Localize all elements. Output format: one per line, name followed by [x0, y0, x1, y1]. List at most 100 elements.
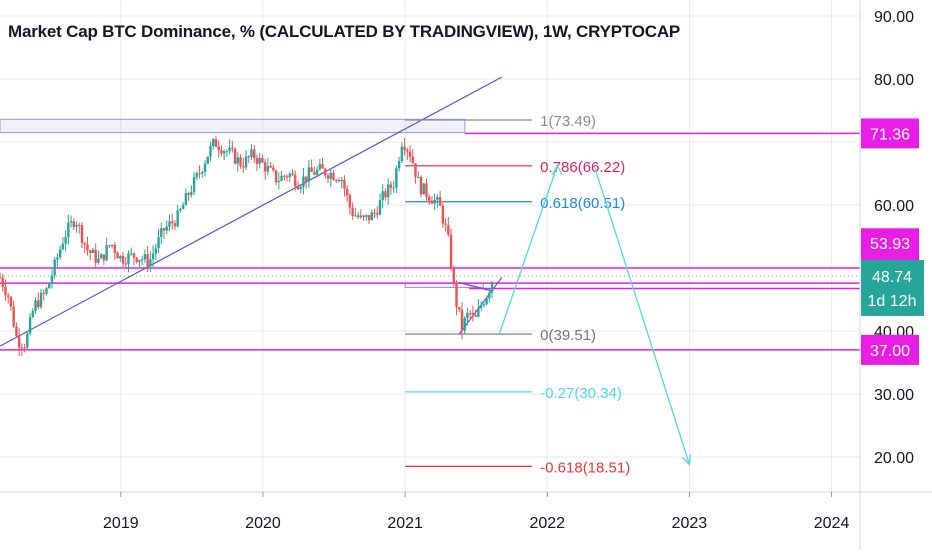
candle-body: [296, 186, 300, 190]
candle-body: [386, 184, 390, 198]
candle-body: [135, 257, 138, 262]
price-badge-bg: [861, 118, 919, 149]
candle-body: [449, 234, 453, 269]
price-badge: 71.36: [870, 126, 910, 143]
price-badge-bg: [861, 334, 919, 365]
bar-countdown: 1d 12h: [868, 293, 917, 310]
candle-body: [7, 295, 10, 297]
candle-body: [411, 156, 414, 164]
candle-body: [214, 138, 218, 147]
candle-body: [119, 255, 122, 259]
candle-body: [294, 175, 297, 187]
candle-body: [269, 165, 272, 168]
candle-body: [332, 172, 335, 180]
candle-body: [160, 228, 163, 238]
candle-body: [463, 318, 466, 331]
y-tick-label: 30.00: [874, 387, 914, 404]
candle-body: [239, 157, 242, 167]
candle-body: [253, 149, 256, 159]
candle-body: [58, 249, 62, 258]
candle-body: [195, 173, 199, 178]
candle-body: [406, 149, 409, 152]
candle-body: [206, 156, 209, 164]
candle-body: [359, 215, 363, 218]
candle-body: [9, 296, 13, 307]
candle-body: [329, 172, 332, 179]
candle-body: [151, 253, 155, 260]
candle-body: [91, 249, 95, 253]
candle-body: [45, 288, 48, 294]
projection-arrowhead-down: [681, 454, 692, 466]
candle-body: [356, 215, 360, 218]
candle-body: [354, 215, 357, 217]
candle-body: [190, 191, 193, 195]
candle-body: [468, 312, 472, 314]
candle-body: [34, 300, 37, 311]
candle-body: [324, 168, 327, 176]
candle-body: [198, 173, 201, 175]
candle-body: [242, 166, 245, 168]
candle-body: [471, 313, 475, 315]
projection-arrow-up: [498, 165, 558, 335]
candle-body: [263, 162, 267, 172]
trend-line: [0, 76, 503, 347]
candle-body: [97, 258, 100, 263]
candle-body: [326, 175, 330, 179]
x-tick-label: 2020: [245, 515, 281, 532]
candle-body: [321, 164, 324, 169]
fib-level-label: -0.618(18.51): [540, 459, 630, 476]
candle-body: [482, 304, 486, 306]
fib-level-label: 1(73.49): [540, 113, 596, 130]
candle-body: [389, 184, 393, 188]
candle-body: [490, 282, 494, 293]
candle-body: [403, 146, 406, 150]
candle-body: [17, 336, 21, 348]
candle-body: [343, 179, 346, 189]
candle-body: [477, 307, 480, 317]
candle-body: [146, 254, 149, 267]
candle-body: [400, 146, 404, 161]
candle-body: [127, 253, 130, 265]
candle-body: [83, 242, 86, 245]
candle-body: [436, 197, 439, 200]
y-tick-label: 20.00: [874, 450, 914, 467]
candle-body: [1, 277, 4, 288]
candle-body: [108, 245, 111, 247]
x-tick-label: 2024: [814, 515, 850, 532]
candle-body: [304, 176, 308, 182]
candle-body: [143, 254, 147, 260]
candle-body: [255, 158, 259, 164]
candle-body: [272, 167, 275, 171]
candles-group: [0, 135, 494, 357]
candle-body: [247, 156, 250, 158]
candle-body: [157, 237, 160, 249]
candle-body: [460, 309, 464, 331]
candle-body: [138, 260, 141, 262]
candle-body: [4, 287, 7, 296]
candle-body: [430, 200, 434, 204]
candle-body: [236, 157, 240, 164]
candle-body: [184, 193, 188, 206]
candle-body: [274, 170, 278, 183]
candle-body: [75, 224, 78, 227]
candle-body: [261, 157, 264, 163]
candle-body: [299, 186, 302, 190]
candle-body: [318, 164, 322, 170]
candle-body: [474, 314, 477, 317]
candle-body: [165, 226, 168, 231]
y-tick-label: 60.00: [874, 198, 914, 215]
candle-body: [86, 244, 89, 251]
candle-body: [485, 298, 488, 305]
candle-body: [417, 176, 420, 178]
candle-body: [179, 209, 182, 211]
candle-body: [441, 205, 445, 224]
x-tick-label: 2021: [387, 515, 423, 532]
candle-body: [132, 253, 136, 258]
candle-body: [102, 254, 106, 261]
candle-body: [283, 175, 286, 177]
candle-body: [67, 222, 70, 237]
candle-body: [99, 254, 103, 259]
candle-body: [444, 223, 447, 225]
